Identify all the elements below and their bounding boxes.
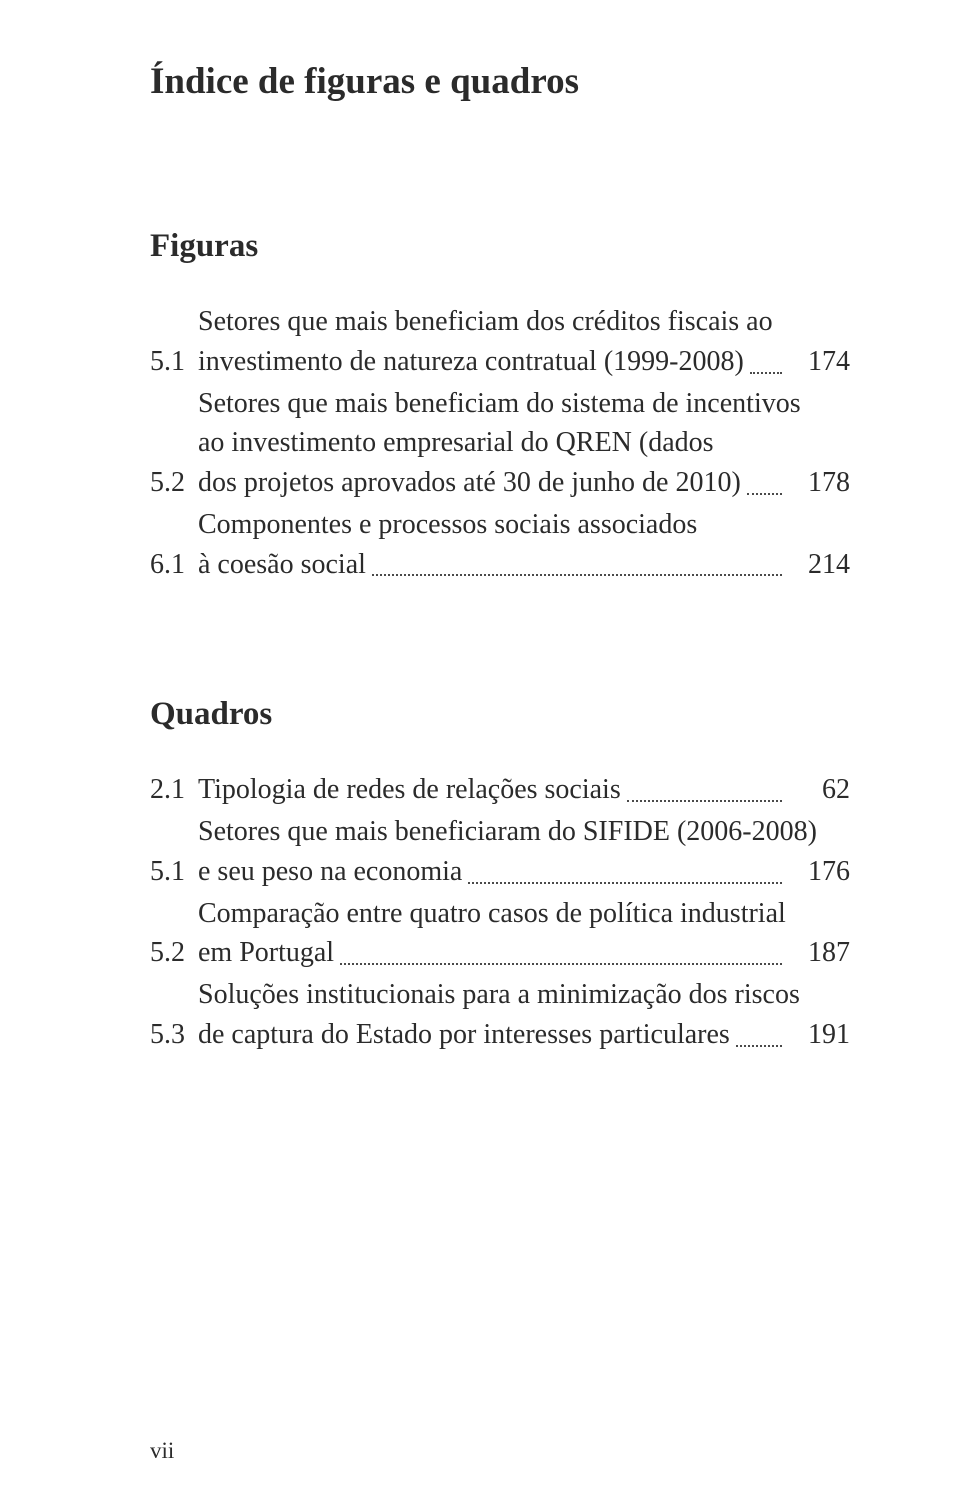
- entry-label: Setores que mais beneficiam do sistema d…: [198, 384, 850, 503]
- dot-leader: [736, 1045, 782, 1047]
- entry-line: e seu peso na economia: [198, 852, 462, 892]
- entry-page: 191: [788, 1015, 850, 1055]
- entry-label: Setores que mais beneficiaram do SIFIDE …: [198, 812, 850, 892]
- entry-label: Componentes e processos sociais associad…: [198, 505, 850, 585]
- quadros-heading: Quadros: [150, 696, 850, 733]
- entry-last-line: dos projetos aprovados até 30 de junho d…: [198, 463, 850, 503]
- toc-entry: 5.2 Setores que mais beneficiam do siste…: [150, 384, 850, 503]
- entry-line: Setores que mais beneficiam do sistema d…: [198, 384, 850, 424]
- dot-leader: [340, 963, 782, 965]
- entry-page: 187: [788, 933, 850, 973]
- entry-label: Soluções institucionais para a minimizaç…: [198, 975, 850, 1055]
- entry-line: Setores que mais beneficiam dos créditos…: [198, 302, 850, 342]
- entry-line: Comparação entre quatro casos de polític…: [198, 894, 850, 934]
- entry-number: 6.1: [150, 545, 198, 585]
- entry-last-line: investimento de natureza contratual (199…: [198, 342, 850, 382]
- entry-last-line: e seu peso na economia 176: [198, 852, 850, 892]
- page-folio: vii: [150, 1438, 174, 1464]
- entry-line: Tipologia de redes de relações sociais: [198, 770, 621, 810]
- entry-line: Soluções institucionais para a minimizaç…: [198, 975, 850, 1015]
- entry-number: 5.2: [150, 933, 198, 973]
- dot-leader: [372, 574, 782, 576]
- toc-entry: 5.3 Soluções institucionais para a minim…: [150, 975, 850, 1055]
- entry-last-line: em Portugal 187: [198, 933, 850, 973]
- entry-page: 174: [788, 342, 850, 382]
- entry-number: 5.1: [150, 342, 198, 382]
- toc-entry: 2.1 Tipologia de redes de relações socia…: [150, 770, 850, 810]
- entry-label: Setores que mais beneficiam dos créditos…: [198, 302, 850, 382]
- entry-last-line: de captura do Estado por interesses part…: [198, 1015, 850, 1055]
- entry-line: dos projetos aprovados até 30 de junho d…: [198, 463, 741, 503]
- entry-line: em Portugal: [198, 933, 334, 973]
- entry-last-line: Tipologia de redes de relações sociais 6…: [198, 770, 850, 810]
- entry-line: Setores que mais beneficiaram do SIFIDE …: [198, 812, 850, 852]
- entry-number: 5.1: [150, 852, 198, 892]
- dot-leader: [747, 493, 782, 495]
- entry-label: Comparação entre quatro casos de polític…: [198, 894, 850, 974]
- toc-entry: 5.2 Comparação entre quatro casos de pol…: [150, 894, 850, 974]
- entry-line: à coesão social: [198, 545, 366, 585]
- toc-entry: 5.1 Setores que mais beneficiaram do SIF…: [150, 812, 850, 892]
- figuras-heading: Figuras: [150, 228, 850, 265]
- toc-entry: 5.1 Setores que mais beneficiam dos créd…: [150, 302, 850, 382]
- dot-leader: [627, 800, 782, 802]
- dot-leader: [750, 372, 782, 374]
- entry-line: investimento de natureza contratual (199…: [198, 342, 744, 382]
- dot-leader: [468, 882, 782, 884]
- entry-number: 5.2: [150, 463, 198, 503]
- entry-page: 214: [788, 545, 850, 585]
- entry-number: 5.3: [150, 1015, 198, 1055]
- entry-label: Tipologia de redes de relações sociais 6…: [198, 770, 850, 810]
- entry-page: 176: [788, 852, 850, 892]
- page-title: Índice de figuras e quadros: [150, 60, 850, 103]
- toc-entry: 6.1 Componentes e processos sociais asso…: [150, 505, 850, 585]
- entry-page: 178: [788, 463, 850, 503]
- entry-page: 62: [788, 770, 850, 810]
- page-container: Índice de figuras e quadros Figuras 5.1 …: [0, 0, 960, 1510]
- entry-line: de captura do Estado por interesses part…: [198, 1015, 730, 1055]
- entry-line: Componentes e processos sociais associad…: [198, 505, 850, 545]
- entry-last-line: à coesão social 214: [198, 545, 850, 585]
- entry-line: ao investimento empresarial do QREN (dad…: [198, 423, 850, 463]
- entry-number: 2.1: [150, 770, 198, 810]
